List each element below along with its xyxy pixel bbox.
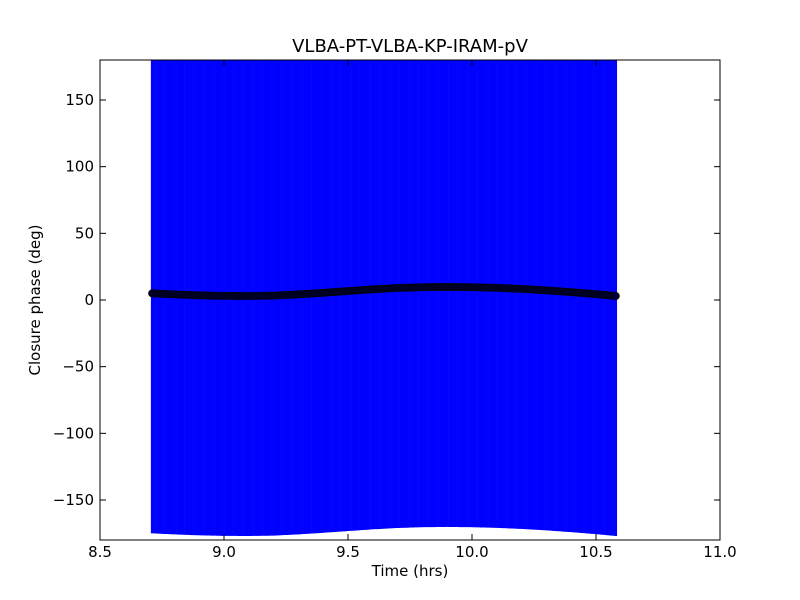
y-tick-label: 0	[84, 291, 94, 309]
y-tick-label: −150	[53, 491, 94, 509]
y-axis-label: Closure phase (deg)	[26, 225, 44, 376]
data-point	[611, 292, 620, 300]
x-tick-label: 8.5	[88, 543, 112, 561]
x-tick-label: 9.5	[336, 543, 360, 561]
y-tick-label: −100	[53, 424, 94, 442]
y-tick-label: −50	[62, 358, 94, 376]
x-tick-label: 11.0	[703, 543, 736, 561]
y-tick-label: 150	[65, 91, 94, 109]
y-tick-label: 100	[65, 158, 94, 176]
x-axis: 8.5 9.0 9.5 10.0 10.5 11.0	[88, 60, 737, 561]
x-axis-label: Time (hrs)	[371, 562, 449, 580]
x-tick-label: 10.5	[579, 543, 612, 561]
x-tick-label: 9.0	[212, 543, 236, 561]
chart-title: VLBA-PT-VLBA-KP-IRAM-pV	[292, 36, 528, 57]
data-point-layer	[148, 283, 620, 300]
x-tick-label: 10.0	[455, 543, 488, 561]
y-tick-label: 50	[75, 224, 94, 242]
y-axis: −150 −100 −50 0 50 100 150	[53, 91, 720, 509]
